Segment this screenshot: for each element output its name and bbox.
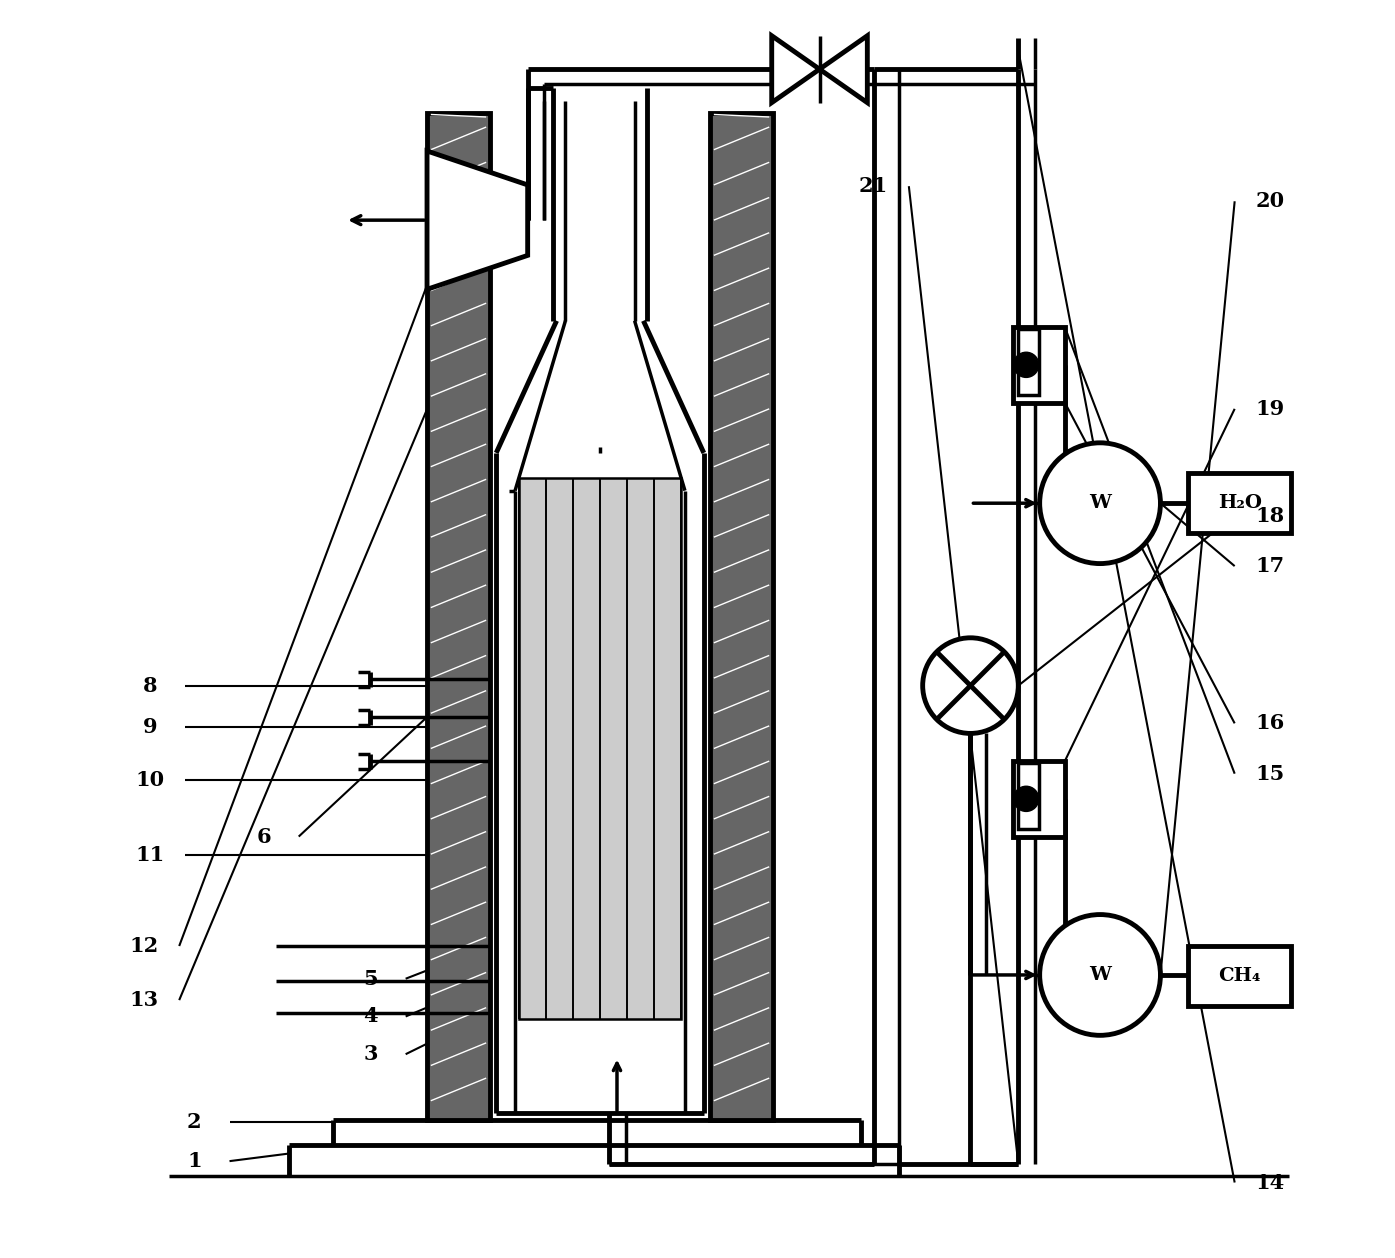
Bar xyxy=(519,478,681,1019)
Text: 15: 15 xyxy=(1256,764,1285,784)
Text: W: W xyxy=(1089,494,1110,512)
Text: 14: 14 xyxy=(1256,1172,1285,1193)
Text: 1: 1 xyxy=(187,1151,202,1171)
Bar xyxy=(427,113,490,1120)
Text: 13: 13 xyxy=(130,990,159,1010)
Polygon shape xyxy=(771,35,819,103)
Text: W: W xyxy=(1089,966,1110,984)
Circle shape xyxy=(1014,786,1039,811)
Text: 10: 10 xyxy=(135,770,165,790)
Bar xyxy=(1189,473,1292,533)
Text: 12: 12 xyxy=(130,936,159,956)
Text: 19: 19 xyxy=(1256,399,1285,419)
Bar xyxy=(1189,946,1292,1006)
Text: 4: 4 xyxy=(363,1006,378,1027)
Bar xyxy=(710,113,773,1120)
Text: 5: 5 xyxy=(363,969,378,989)
Circle shape xyxy=(922,638,1018,733)
Text: 3: 3 xyxy=(363,1044,378,1064)
Text: 21: 21 xyxy=(859,176,889,196)
Bar xyxy=(519,478,681,1019)
Polygon shape xyxy=(819,35,868,103)
Bar xyxy=(1013,761,1064,837)
Text: 2: 2 xyxy=(187,1112,202,1132)
Text: 17: 17 xyxy=(1256,556,1285,576)
Text: 9: 9 xyxy=(142,717,158,737)
Polygon shape xyxy=(427,151,527,289)
Text: 11: 11 xyxy=(135,845,165,866)
Bar xyxy=(1018,328,1039,395)
Circle shape xyxy=(1014,352,1039,377)
Text: 6: 6 xyxy=(257,827,271,847)
Bar xyxy=(1018,762,1039,829)
Text: 8: 8 xyxy=(144,676,158,696)
Text: CH₄: CH₄ xyxy=(1218,967,1261,985)
Circle shape xyxy=(1039,915,1161,1035)
Text: H₂O: H₂O xyxy=(1218,494,1261,512)
Circle shape xyxy=(1039,443,1161,564)
Text: 20: 20 xyxy=(1256,191,1285,211)
Text: 18: 18 xyxy=(1256,506,1285,526)
Bar xyxy=(1013,327,1064,403)
Text: 16: 16 xyxy=(1256,713,1285,733)
